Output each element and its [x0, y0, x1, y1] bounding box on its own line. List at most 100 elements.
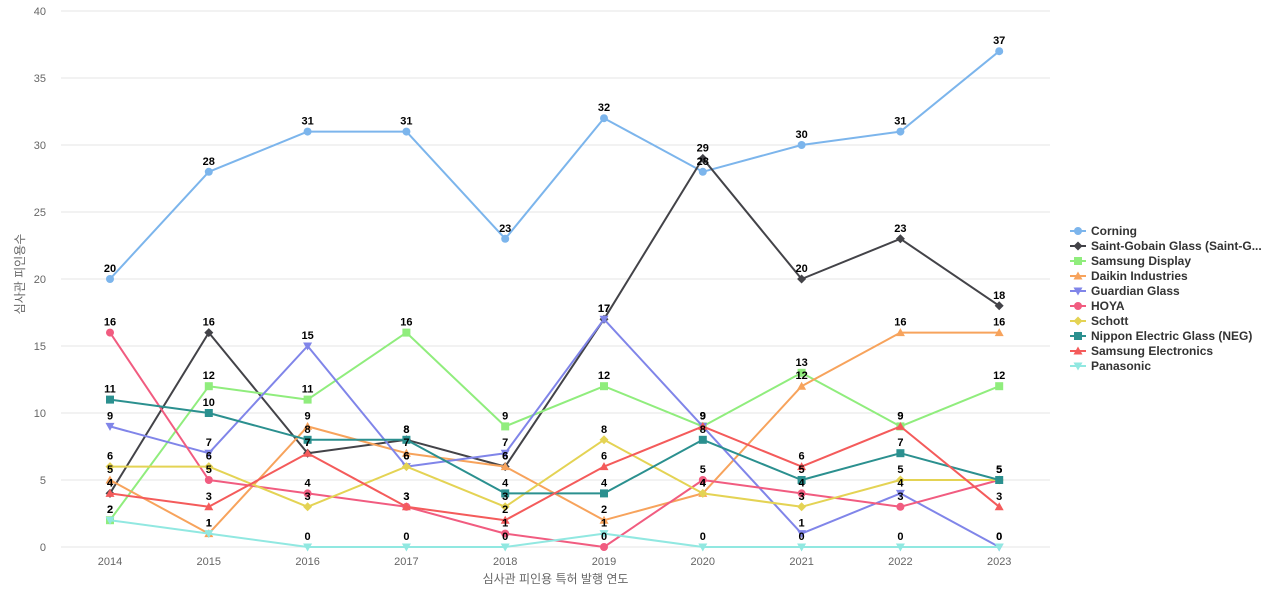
data-point[interactable] [994, 543, 1004, 552]
data-point[interactable] [204, 502, 214, 511]
data-point[interactable] [204, 382, 213, 391]
series-line[interactable] [109, 157, 1000, 494]
data-point[interactable] [303, 395, 312, 404]
data-point[interactable] [303, 502, 313, 512]
data-point[interactable] [401, 543, 411, 552]
legend-item[interactable]: Saint-Gobain Glass (Saint-G... [1070, 239, 1262, 253]
data-point[interactable] [204, 167, 213, 176]
data-point[interactable] [895, 489, 905, 498]
data-point[interactable] [698, 543, 708, 552]
legend-marker[interactable] [1074, 332, 1082, 340]
data-point[interactable] [698, 435, 707, 444]
data-point[interactable] [402, 328, 411, 337]
data-point[interactable] [895, 234, 905, 244]
data-point[interactable] [500, 449, 510, 458]
data-point[interactable] [698, 153, 708, 163]
data-point[interactable] [995, 382, 1004, 391]
legend-marker[interactable] [1073, 316, 1083, 326]
data-point[interactable] [600, 382, 608, 391]
data-point[interactable] [994, 502, 1004, 511]
legend-item[interactable]: Schott [1070, 314, 1128, 328]
data-point[interactable] [204, 409, 213, 417]
data-point[interactable] [303, 421, 313, 430]
data-point[interactable] [797, 274, 807, 284]
data-point[interactable] [895, 421, 905, 430]
data-point[interactable] [105, 475, 115, 484]
data-point[interactable] [106, 328, 114, 337]
legend-item[interactable]: Samsung Electronics [1070, 344, 1213, 358]
data-point[interactable] [303, 342, 313, 351]
data-point[interactable] [501, 529, 510, 538]
data-point[interactable] [797, 530, 807, 539]
series-line[interactable] [109, 425, 1000, 522]
data-point[interactable] [204, 328, 214, 338]
series-line[interactable] [109, 318, 1000, 548]
series-line[interactable] [109, 331, 1000, 521]
data-point[interactable] [105, 462, 115, 472]
legend-item[interactable]: Samsung Display [1070, 254, 1191, 268]
data-point[interactable] [994, 328, 1004, 337]
data-point[interactable] [797, 543, 807, 552]
series-line[interactable] [109, 331, 1000, 535]
data-point[interactable] [797, 489, 806, 498]
data-point[interactable] [995, 47, 1004, 56]
data-point[interactable] [204, 449, 214, 458]
data-point[interactable] [698, 421, 708, 430]
legend-item[interactable]: Corning [1070, 224, 1137, 238]
data-point[interactable] [204, 462, 214, 472]
data-point[interactable] [105, 516, 115, 525]
data-point[interactable] [797, 368, 806, 377]
data-point[interactable] [895, 328, 905, 337]
data-point[interactable] [995, 476, 1004, 484]
data-point[interactable] [896, 127, 905, 136]
data-point[interactable] [106, 395, 114, 404]
data-point[interactable] [501, 489, 510, 498]
data-point[interactable] [599, 462, 609, 471]
data-point[interactable] [599, 530, 609, 539]
data-point[interactable] [698, 488, 708, 498]
legend-marker[interactable] [1073, 346, 1083, 355]
data-point[interactable] [797, 502, 807, 512]
series-line[interactable] [109, 50, 1000, 280]
data-point[interactable] [402, 435, 411, 444]
legend-marker[interactable] [1073, 362, 1083, 371]
data-point[interactable] [303, 489, 312, 498]
data-point[interactable] [105, 488, 115, 497]
legend-marker[interactable] [1073, 241, 1083, 251]
legend-item[interactable]: HOYA [1070, 299, 1125, 313]
data-point[interactable] [797, 381, 807, 390]
data-point[interactable] [204, 530, 214, 539]
data-point[interactable] [401, 502, 411, 511]
legend-item[interactable]: Guardian Glass [1070, 284, 1180, 298]
data-point[interactable] [402, 127, 411, 136]
data-point[interactable] [698, 167, 707, 176]
legend-marker[interactable] [1074, 302, 1082, 310]
data-point[interactable] [401, 448, 411, 457]
data-point[interactable] [500, 462, 510, 471]
data-point[interactable] [895, 475, 905, 485]
data-point[interactable] [797, 141, 806, 149]
data-point[interactable] [600, 114, 608, 123]
data-point[interactable] [896, 502, 905, 511]
data-point[interactable] [501, 234, 510, 243]
data-point[interactable] [797, 476, 806, 484]
series-line[interactable] [109, 519, 1000, 548]
legend-item[interactable]: Daikin Industries [1070, 269, 1188, 283]
data-point[interactable] [303, 543, 313, 552]
data-point[interactable] [303, 127, 312, 136]
data-point[interactable] [698, 476, 707, 484]
legend-marker[interactable] [1073, 287, 1083, 296]
data-point[interactable] [895, 543, 905, 552]
data-point[interactable] [600, 543, 608, 551]
data-point[interactable] [994, 301, 1004, 311]
data-point[interactable] [500, 515, 510, 524]
data-point[interactable] [106, 275, 114, 283]
data-point[interactable] [500, 502, 510, 512]
data-point[interactable] [204, 476, 213, 484]
data-point[interactable] [401, 462, 411, 472]
data-point[interactable] [501, 422, 510, 431]
legend-marker[interactable] [1073, 271, 1083, 280]
legend-item[interactable]: Nippon Electric Glass (NEG) [1070, 329, 1252, 343]
series-line[interactable] [110, 438, 1000, 508]
legend-marker[interactable] [1074, 227, 1082, 235]
